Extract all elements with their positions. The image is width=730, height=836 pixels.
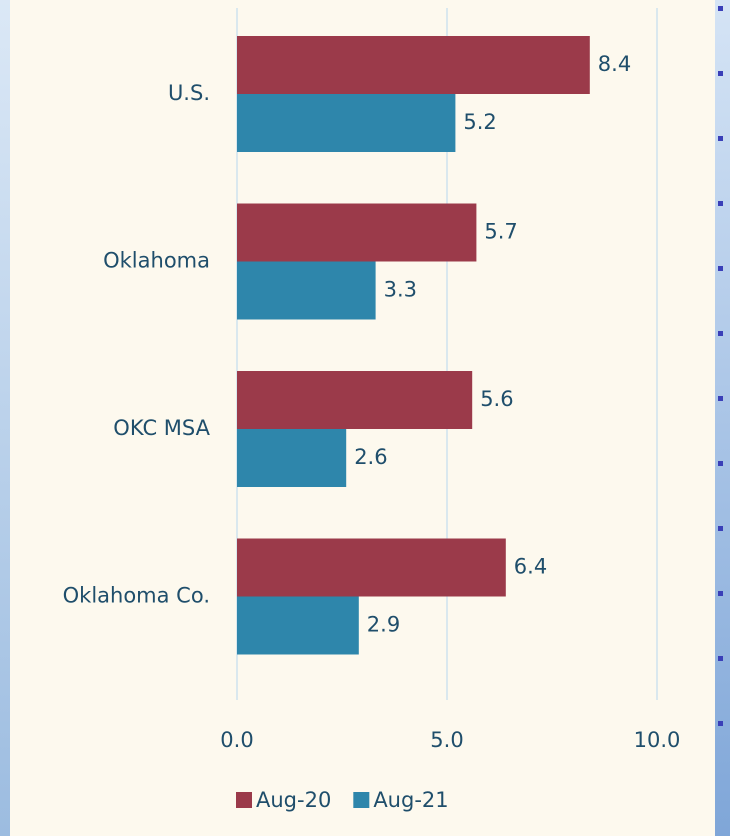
legend-label: Aug-20 [256, 788, 331, 812]
bullet [718, 396, 723, 401]
right-strip [715, 0, 730, 836]
bar [237, 94, 456, 152]
bullets [718, 6, 723, 726]
legend-swatch [236, 792, 252, 808]
bullet [718, 6, 723, 11]
bar [237, 429, 347, 487]
x-tick-label: 0.0 [220, 728, 253, 752]
bullet [718, 461, 723, 466]
x-tick-label: 10.0 [634, 728, 681, 752]
bar [237, 203, 477, 262]
bullet [718, 201, 723, 206]
legend-swatch [353, 792, 370, 808]
data-label: 3.3 [384, 278, 417, 302]
bar [237, 36, 590, 94]
y-tick-label: Oklahoma [103, 249, 210, 273]
bullet [718, 266, 723, 271]
bar [237, 261, 376, 320]
data-label: 2.9 [367, 613, 400, 637]
data-label: 6.4 [514, 555, 547, 579]
bullet [718, 591, 723, 596]
bullet [718, 526, 723, 531]
data-label: 5.2 [463, 110, 496, 134]
bullet [718, 656, 723, 661]
bullet [718, 331, 723, 336]
y-tick-label: Oklahoma Co. [63, 584, 210, 608]
data-label: 8.4 [598, 52, 631, 76]
y-tick-label: U.S. [168, 81, 210, 105]
data-label: 5.6 [480, 387, 513, 411]
data-label: 5.7 [484, 220, 517, 244]
bullet [718, 71, 723, 76]
bar [237, 538, 506, 597]
bar [237, 596, 359, 655]
bar [237, 371, 473, 429]
data-label: 2.6 [354, 445, 387, 469]
bullet [718, 136, 723, 141]
bullet [718, 721, 723, 726]
legend-label: Aug-21 [373, 788, 448, 812]
y-tick-label: OKC MSA [113, 416, 210, 440]
left-strip [0, 0, 10, 836]
x-tick-label: 5.0 [430, 728, 463, 752]
